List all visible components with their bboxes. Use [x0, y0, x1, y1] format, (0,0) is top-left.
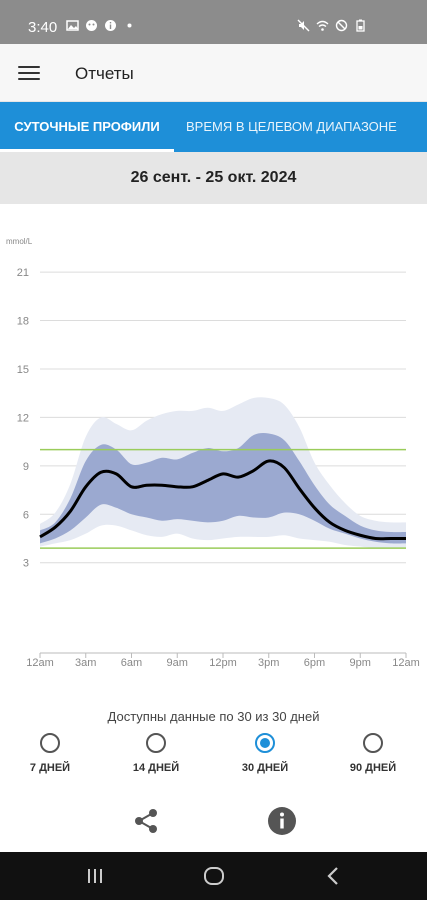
date-range: 26 сент. - 25 окт. 2024 [0, 152, 427, 204]
dot-icon [127, 23, 132, 28]
dnd-icon [335, 19, 348, 32]
range-option-label: 30 ДНЕЙ [241, 762, 289, 774]
image-icon [66, 20, 79, 31]
x-tick-label: 9am [167, 657, 188, 669]
face-icon [86, 20, 97, 31]
x-tick-label: 3am [75, 657, 96, 669]
status-bar: 3:40 [0, 0, 427, 44]
radio-circle[interactable] [146, 733, 166, 753]
chart-svg: mmol/L 3 6 9 12 15 18 21 12am 3am 6am 9am 12pm 3pm 6pm… [6, 237, 420, 669]
x-tick-label: 12pm [209, 657, 237, 669]
y-tick-label: 15 [17, 364, 29, 376]
range-selector: 7 ДНЕЙ 14 ДНЕЙ 30 ДНЕЙ 90 ДНЕЙ [0, 730, 427, 780]
y-axis-label: mmol/L [6, 237, 33, 246]
y-tick-label: 21 [17, 267, 29, 279]
info-icon[interactable] [267, 806, 297, 836]
x-tick-label: 12am [26, 657, 54, 669]
bottom-actions [0, 800, 427, 846]
x-tick-label: 3pm [258, 657, 279, 669]
tab-daily-profiles[interactable]: СУТОЧНЫЕ ПРОФИЛИ [14, 119, 160, 134]
battery-icon [356, 19, 365, 32]
status-time: 3:40 [28, 19, 58, 36]
x-tick-label: 6pm [304, 657, 325, 669]
info-icon [105, 20, 116, 31]
mute-icon [297, 19, 310, 32]
x-tick-label: 6am [121, 657, 142, 669]
share-icon[interactable] [131, 806, 161, 836]
tab-indicator [0, 149, 174, 152]
range-option-label: 14 ДНЕЙ [132, 762, 180, 774]
back-icon[interactable] [322, 864, 346, 888]
tab-bar: СУТОЧНЫЕ ПРОФИЛИ ВРЕМЯ В ЦЕЛЕВОМ ДИАПАЗО… [0, 102, 427, 152]
range-option-90[interactable]: 90 ДНЕЙ [333, 730, 413, 774]
median-line [39, 459, 406, 541]
home-icon[interactable] [202, 864, 226, 888]
availability-text: Доступны данные по 30 из 30 дней [107, 709, 320, 724]
y-tick-label: 3 [23, 558, 29, 570]
x-tick-label: 9pm [350, 657, 371, 669]
y-tick-label: 18 [17, 316, 29, 328]
recents-icon[interactable] [83, 864, 107, 888]
y-tick-label: 6 [23, 509, 29, 521]
radio-circle[interactable] [40, 733, 60, 753]
menu-icon[interactable] [18, 62, 40, 82]
glucose-profile-chart: mmol/L 3 6 9 12 15 18 21 12am 3am 6am 9am 12pm 3pm 6pm… [0, 204, 427, 684]
wifi-icon [316, 20, 329, 31]
app-bar: Отчеты [0, 44, 427, 102]
y-tick-label: 12 [17, 412, 29, 424]
y-tick-label: 9 [23, 461, 29, 473]
band-25-75 [40, 433, 406, 544]
range-option-30[interactable]: 30 ДНЕЙ [225, 730, 305, 774]
status-right-icons [297, 19, 367, 32]
status-left-icons [66, 19, 136, 32]
range-option-label: 7 ДНЕЙ [29, 762, 71, 774]
system-nav-bar [0, 852, 427, 900]
x-tick-label: 12am [392, 657, 420, 669]
page-title: Отчеты [75, 64, 134, 83]
tab-time-in-range[interactable]: ВРЕМЯ В ЦЕЛЕВОМ ДИАПАЗОНЕ [186, 119, 397, 134]
range-option-14[interactable]: 14 ДНЕЙ [116, 730, 196, 774]
radio-circle[interactable] [363, 733, 383, 753]
range-option-label: 90 ДНЕЙ [349, 762, 397, 774]
radio-circle[interactable] [255, 733, 275, 753]
range-option-7[interactable]: 7 ДНЕЙ [10, 730, 90, 774]
